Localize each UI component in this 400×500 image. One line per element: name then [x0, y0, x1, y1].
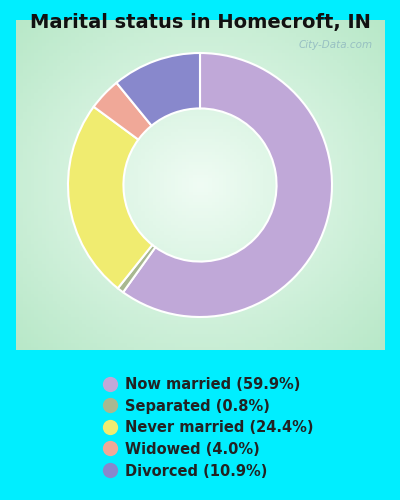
Wedge shape [68, 106, 152, 288]
Legend: Now married (59.9%), Separated (0.8%), Never married (24.4%), Widowed (4.0%), Di: Now married (59.9%), Separated (0.8%), N… [98, 373, 318, 483]
Text: Marital status in Homecroft, IN: Marital status in Homecroft, IN [30, 13, 370, 32]
Wedge shape [94, 83, 152, 140]
Wedge shape [118, 245, 155, 292]
Wedge shape [123, 53, 332, 317]
Text: City-Data.com: City-Data.com [299, 40, 373, 50]
Wedge shape [116, 53, 200, 126]
